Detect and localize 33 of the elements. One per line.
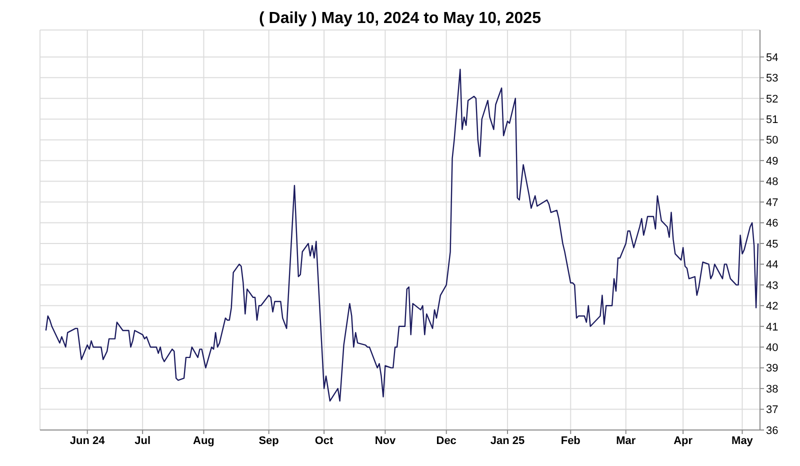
chart-title: ( Daily ) May 10, 2024 to May 10, 2025	[258, 9, 542, 29]
y-tick-label: 49	[766, 155, 778, 168]
y-tick-label: 47	[766, 196, 778, 209]
y-tick-label: 41	[766, 321, 778, 334]
y-tick-label: 40	[766, 342, 778, 354]
x-tick-label: Oct	[314, 434, 334, 447]
x-tick-label: May	[732, 434, 754, 447]
x-tick-label: Sep	[258, 434, 280, 447]
y-tick-label: 53	[766, 72, 778, 85]
x-tick-label: Feb	[560, 434, 581, 447]
x-tick-label: Nov	[374, 434, 396, 447]
y-tick-label: 36	[766, 424, 778, 437]
y-tick-label: 46	[766, 218, 778, 230]
y-tick-label: 45	[766, 238, 778, 250]
y-tick-label: 51	[766, 114, 778, 126]
y-tick-label: 42	[766, 300, 778, 313]
y-tick-label: 37	[766, 404, 778, 416]
x-tick-label: Jul	[134, 434, 151, 447]
line-series	[45, 68, 759, 402]
y-tick-label: 44	[766, 259, 778, 272]
y-tick-label: 43	[766, 280, 778, 292]
y-tick-label: 48	[766, 176, 778, 188]
y-tick-label: 52	[766, 93, 778, 106]
x-tick-label: Jan 25	[490, 434, 525, 447]
y-tick-label: 50	[766, 134, 778, 147]
y-tick-label: 39	[766, 362, 778, 375]
y-tick-label: 38	[766, 383, 778, 396]
x-tick-label: Aug	[193, 434, 214, 447]
x-tick-label: Dec	[436, 434, 456, 447]
y-tick-label: 54	[766, 52, 778, 64]
x-tick-label: Mar	[616, 434, 636, 447]
x-tick-label: Jun 24	[70, 434, 106, 447]
x-tick-label: Apr	[674, 434, 694, 447]
